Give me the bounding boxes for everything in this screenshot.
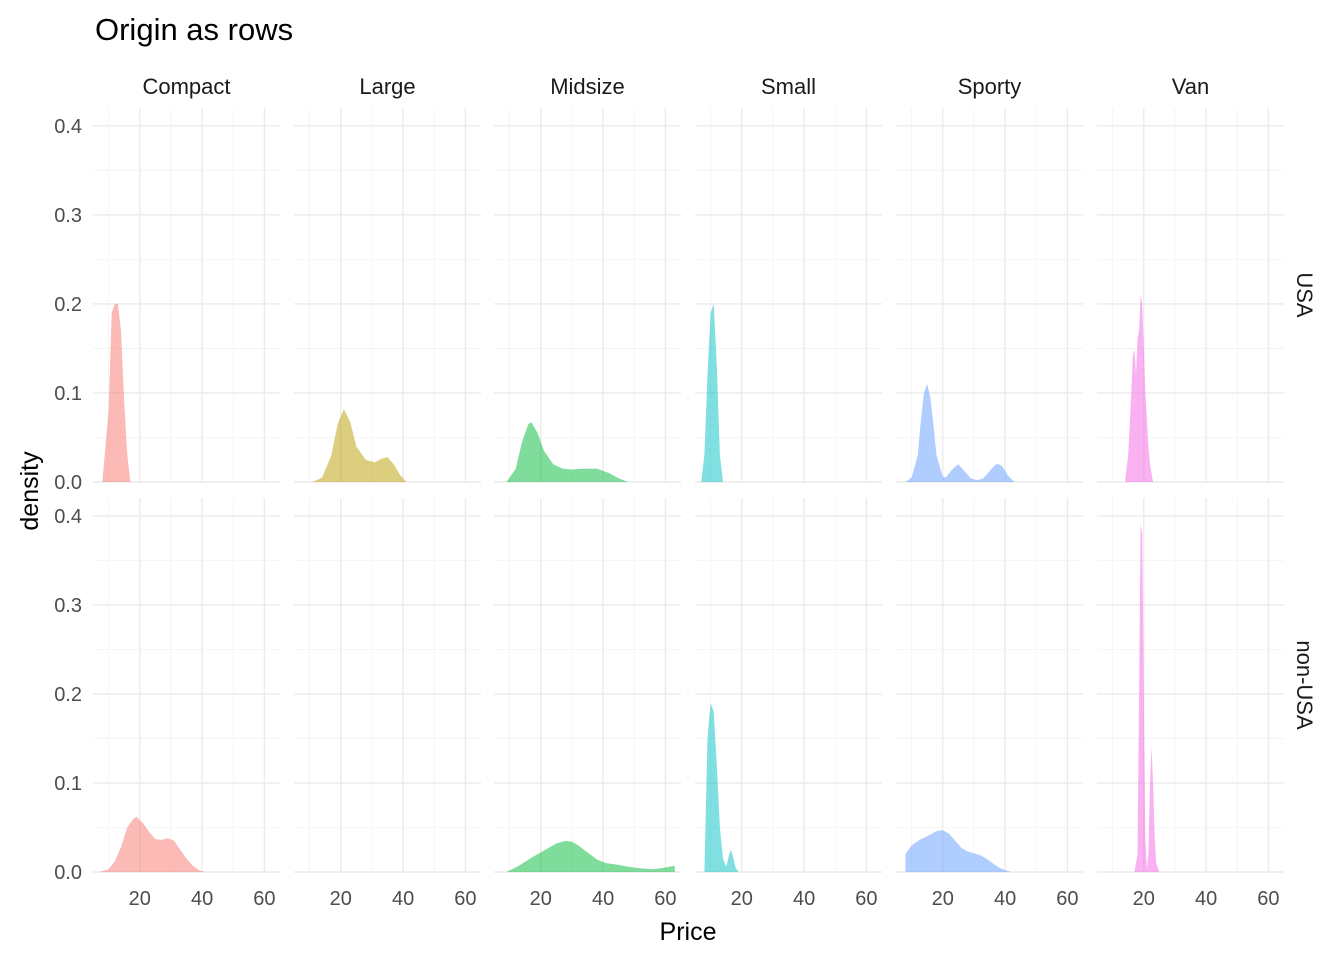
x-tick-label: 60: [855, 888, 877, 910]
chart-title: Origin as rows: [95, 12, 293, 47]
density-area-usa-van: [1125, 295, 1154, 482]
x-tick-label: 20: [932, 888, 954, 910]
y-tick-label: 0.3: [54, 205, 82, 227]
x-tick-label: 40: [392, 888, 414, 910]
x-tick-label: 20: [731, 888, 753, 910]
density-area-non-usa-midsize: [506, 840, 675, 872]
x-tick-label: 40: [592, 888, 614, 910]
y-tick-label: 0.2: [54, 294, 82, 316]
y-tick-label: 0.4: [54, 116, 82, 138]
x-tick-label: 60: [454, 888, 476, 910]
panels-layer: [93, 108, 1284, 873]
strip-label-sporty: Sporty: [958, 74, 1022, 99]
panel-non-usa-sporty: [896, 498, 1083, 873]
panel-usa-compact: [93, 108, 280, 483]
density-area-non-usa-small: [704, 702, 739, 872]
y-tick-label: 0.3: [54, 595, 82, 617]
strip-labels-layer: Compact Large Midsize Small Sporty Van USA non-…: [142, 74, 1317, 730]
panel-non-usa-large: [294, 498, 481, 873]
y-tick-label: 0.4: [54, 506, 82, 528]
x-tick-label: 60: [1257, 888, 1279, 910]
x-tick-label: 40: [793, 888, 815, 910]
y-tick-label: 0.0: [54, 862, 82, 884]
x-tick-label: 60: [654, 888, 676, 910]
panel-usa-small: [695, 108, 882, 483]
x-tick-label: 60: [253, 888, 275, 910]
panel-usa-large: [294, 108, 481, 483]
x-tick-label: 20: [530, 888, 552, 910]
x-tick-label: 40: [1195, 888, 1217, 910]
y-tick-label: 0.1: [54, 383, 82, 405]
density-area-usa-large: [312, 409, 407, 482]
density-area-usa-small: [701, 303, 723, 482]
strip-label-compact: Compact: [142, 74, 230, 99]
y-tick-label: 0.2: [54, 684, 82, 706]
x-tick-label: 60: [1056, 888, 1078, 910]
panel-usa-van: [1097, 108, 1284, 483]
strip-label-non-usa: non-USA: [1292, 640, 1317, 730]
axis-labels-layer: 0.0 0.1 0.2 0.3 0.4 0.0 0.1 0.2 0.3 0.4 20 40 60 20 40…: [54, 116, 1279, 910]
strip-label-midsize: Midsize: [550, 74, 625, 99]
panel-usa-sporty: [896, 108, 1083, 483]
panel-non-usa-van: [1097, 498, 1284, 873]
x-tick-label: 20: [1133, 888, 1155, 910]
panel-non-usa-small: [695, 498, 882, 873]
x-tick-label: 40: [994, 888, 1016, 910]
panel-usa-midsize: [494, 108, 681, 483]
panel-non-usa-midsize: [494, 498, 681, 873]
y-tick-label: 0.1: [54, 773, 82, 795]
strip-label-small: Small: [761, 74, 816, 99]
strip-label-van: Van: [1172, 74, 1210, 99]
density-area-usa-midsize: [506, 422, 628, 482]
strip-label-usa: USA: [1292, 272, 1317, 318]
panel-non-usa-compact: [93, 498, 280, 873]
x-tick-label: 20: [330, 888, 352, 910]
density-area-non-usa-sporty: [905, 830, 1012, 872]
density-area-usa-compact: [102, 303, 131, 482]
x-axis-title: Price: [660, 918, 717, 946]
x-tick-label: 40: [191, 888, 213, 910]
density-area-non-usa-van: [1134, 524, 1160, 872]
y-axis-title: density: [16, 451, 44, 531]
y-tick-label: 0.0: [54, 472, 82, 494]
x-tick-label: 20: [129, 888, 151, 910]
strip-label-large: Large: [359, 74, 415, 99]
density-area-usa-sporty: [905, 384, 1015, 482]
density-area-non-usa-compact: [99, 816, 206, 872]
